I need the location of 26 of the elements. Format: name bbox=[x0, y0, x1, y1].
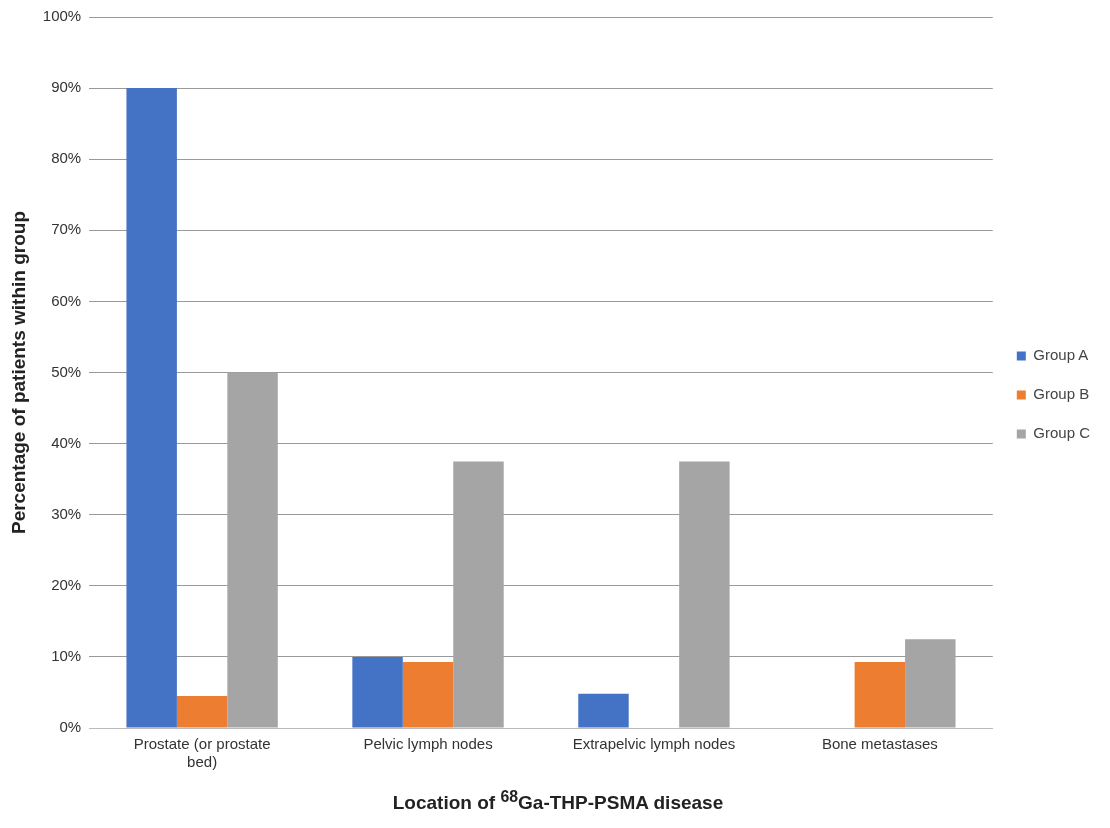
y-tick-label: 60% bbox=[51, 291, 82, 309]
bar bbox=[578, 693, 629, 728]
y-tick-label: 50% bbox=[51, 362, 82, 380]
bar bbox=[854, 661, 906, 728]
x-tick-label: Prostate (or prostate bed) bbox=[133, 735, 271, 771]
bar bbox=[126, 88, 177, 728]
bar bbox=[402, 661, 454, 728]
y-tick-label: 10% bbox=[51, 647, 82, 665]
y-tick-label: 80% bbox=[51, 149, 82, 167]
y-tick-label: 90% bbox=[51, 78, 82, 96]
y-axis-title: Percentage of patients within group bbox=[7, 210, 29, 535]
x-tick-label: Extrapelvic lymph nodes bbox=[572, 735, 736, 753]
legend-label: Group B bbox=[1033, 385, 1090, 403]
y-tick-label: 100% bbox=[42, 7, 82, 25]
x-tick-label: Bone metastases bbox=[821, 735, 938, 753]
y-tick-label: 20% bbox=[51, 575, 82, 593]
x-tick-label: Pelvic lymph nodes bbox=[363, 735, 493, 753]
legend-label: Group A bbox=[1033, 346, 1089, 364]
y-tick-label: 30% bbox=[51, 504, 82, 522]
y-tick-label: 40% bbox=[51, 433, 82, 451]
legend-label: Group C bbox=[1033, 424, 1091, 442]
y-tick-label: 70% bbox=[51, 220, 82, 238]
bar bbox=[352, 656, 403, 728]
y-tick-label: 0% bbox=[59, 718, 82, 736]
bar bbox=[176, 696, 228, 728]
x-axis-title: Location of $^{68}$Ga-THP-PSMA disease bbox=[391, 788, 725, 815]
